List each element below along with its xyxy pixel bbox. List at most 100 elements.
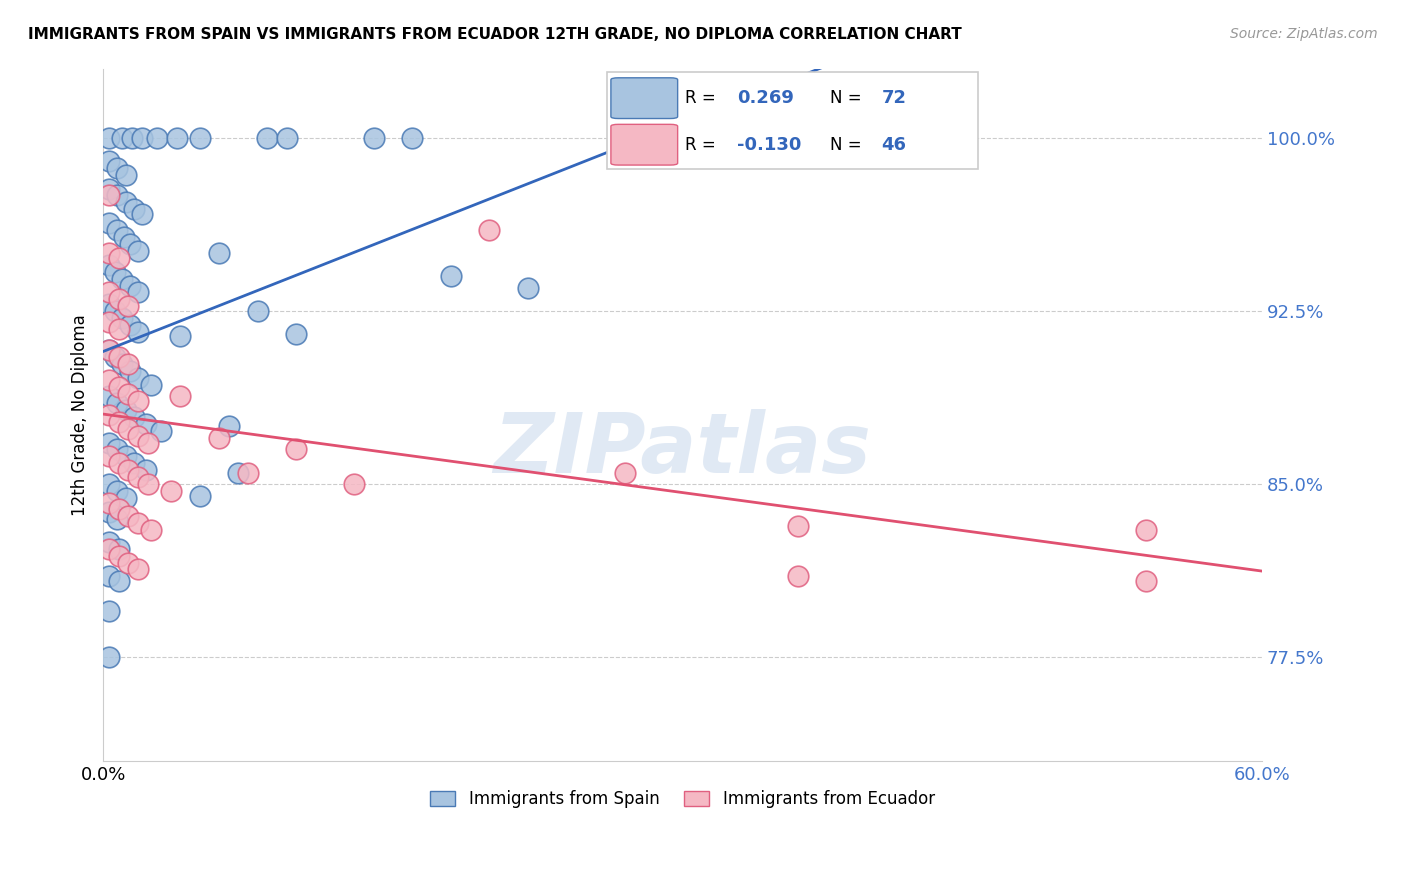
Point <box>613 466 636 480</box>
Point <box>363 130 385 145</box>
Point <box>105 483 128 498</box>
Point <box>107 251 129 265</box>
Legend: Immigrants from Spain, Immigrants from Ecuador: Immigrants from Spain, Immigrants from E… <box>423 784 942 815</box>
Point <box>107 322 129 336</box>
Point <box>787 569 810 583</box>
Point <box>117 422 139 436</box>
Point <box>111 310 134 325</box>
Point <box>285 326 308 341</box>
Point <box>136 477 159 491</box>
Point <box>97 505 120 519</box>
Point <box>97 569 120 583</box>
Point <box>104 265 127 279</box>
Point <box>111 357 134 371</box>
Point <box>105 188 128 202</box>
Point <box>112 230 135 244</box>
Point <box>127 371 149 385</box>
Point <box>127 516 149 531</box>
Point <box>97 435 120 450</box>
Point <box>97 650 120 665</box>
Point <box>117 387 139 401</box>
Point <box>122 456 145 470</box>
Point <box>97 188 120 202</box>
Point <box>111 130 134 145</box>
Point <box>117 463 139 477</box>
Point <box>127 285 149 300</box>
Point <box>115 168 138 182</box>
Point <box>107 350 129 364</box>
Point <box>120 278 142 293</box>
Point <box>127 428 149 442</box>
Point <box>135 417 157 431</box>
Point <box>787 518 810 533</box>
Point <box>121 130 143 145</box>
Point <box>127 562 149 576</box>
Point <box>105 511 128 525</box>
Point <box>97 343 120 358</box>
Point <box>104 350 127 364</box>
Point <box>517 281 540 295</box>
Point <box>146 130 169 145</box>
Point <box>115 403 138 417</box>
Point <box>478 223 501 237</box>
Y-axis label: 12th Grade, No Diploma: 12th Grade, No Diploma <box>72 314 89 516</box>
Point <box>111 271 134 285</box>
Point <box>107 456 129 470</box>
Point <box>710 130 733 145</box>
Point <box>97 297 120 311</box>
Point <box>169 329 191 343</box>
Point <box>131 207 153 221</box>
Point <box>105 396 128 410</box>
Point <box>97 477 120 491</box>
Point <box>188 130 211 145</box>
Point <box>166 130 188 145</box>
Text: ZIPatlas: ZIPatlas <box>494 409 872 490</box>
Point <box>127 470 149 484</box>
Point <box>440 269 463 284</box>
Point <box>97 315 120 329</box>
Point <box>105 161 128 175</box>
Point <box>107 380 129 394</box>
Point <box>122 202 145 217</box>
Point <box>169 389 191 403</box>
Point <box>120 364 142 378</box>
Point <box>285 442 308 457</box>
Point <box>97 130 120 145</box>
Point <box>127 244 149 258</box>
Point <box>105 442 128 457</box>
Point <box>97 181 120 195</box>
Point <box>343 477 366 491</box>
Point <box>141 377 163 392</box>
Point <box>228 466 250 480</box>
Point <box>131 130 153 145</box>
Point <box>97 343 120 358</box>
Point <box>97 604 120 618</box>
Point <box>127 393 149 408</box>
Point <box>107 541 129 556</box>
Point <box>150 424 173 438</box>
Point <box>97 450 120 464</box>
Point <box>135 463 157 477</box>
Point <box>97 495 120 509</box>
Point <box>120 318 142 332</box>
Point <box>122 410 145 425</box>
Point <box>141 523 163 537</box>
Point <box>117 509 139 524</box>
Point <box>401 130 423 145</box>
Point <box>97 373 120 387</box>
Point <box>97 389 120 403</box>
Point <box>188 489 211 503</box>
Point <box>115 491 138 505</box>
Point <box>97 534 120 549</box>
Point <box>208 246 231 260</box>
Point <box>97 285 120 300</box>
Point <box>117 556 139 570</box>
Point <box>117 299 139 313</box>
Point <box>117 357 139 371</box>
Point <box>256 130 278 145</box>
Point <box>120 237 142 252</box>
Point <box>104 304 127 318</box>
Point <box>246 304 269 318</box>
Point <box>97 541 120 556</box>
Point <box>97 408 120 422</box>
